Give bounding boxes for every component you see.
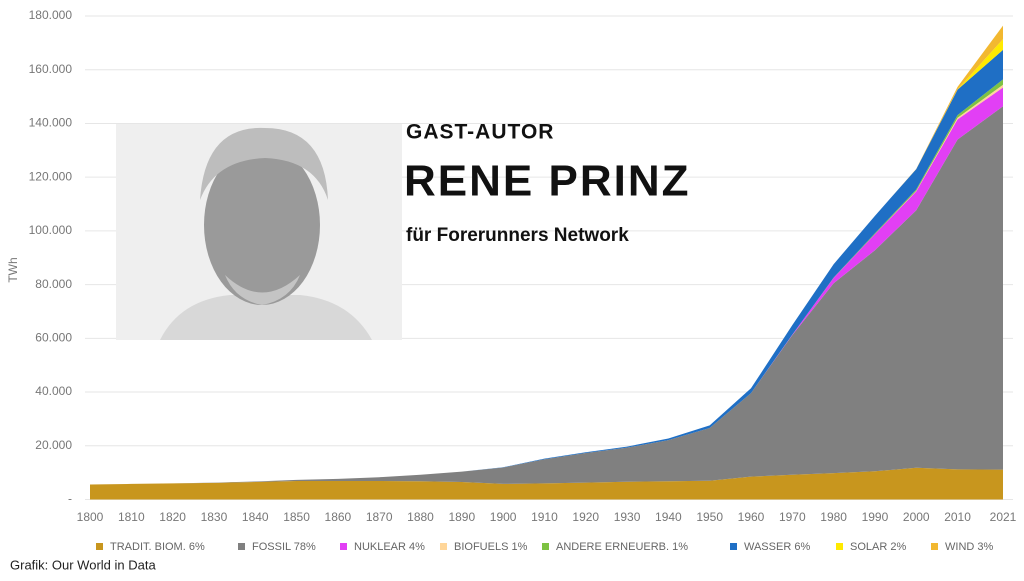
legend-swatch — [96, 543, 103, 550]
y-tick-label: 40.000 — [35, 384, 72, 398]
x-tick-label: 1970 — [779, 510, 806, 524]
area — [90, 106, 1003, 485]
area — [90, 467, 1003, 500]
y-tick-label: 80.000 — [35, 277, 72, 291]
photo-hair — [200, 127, 328, 200]
photo-beard — [225, 275, 300, 305]
legend-swatch — [340, 543, 347, 550]
y-tick-label: 20.000 — [35, 438, 72, 452]
legend-label: BIOFUELS 1% — [454, 541, 528, 553]
y-tick-label: 160.000 — [29, 62, 73, 76]
subtitle: für Forerunners Network — [406, 225, 629, 246]
author-name: RENE PRINZ — [404, 157, 690, 206]
x-tick-label: 1950 — [696, 510, 723, 524]
legend-swatch — [542, 543, 549, 550]
y-tick-label: - — [68, 492, 72, 506]
x-tick-label: 1990 — [862, 510, 889, 524]
x-tick-label: 1900 — [490, 510, 517, 524]
y-tick-label: 120.000 — [29, 169, 73, 183]
legend-label: ANDERE ERNEUERB. 1% — [556, 541, 688, 553]
x-tick-label: 1800 — [77, 510, 104, 524]
legend-label: SOLAR 2% — [850, 541, 906, 553]
x-tick-label: 1930 — [614, 510, 641, 524]
legend-label: TRADIT. BIOM. 6% — [110, 541, 205, 553]
legend-swatch — [440, 543, 447, 550]
author-photo — [116, 124, 402, 340]
x-tick-label: 1980 — [820, 510, 847, 524]
legend-swatch — [730, 543, 737, 550]
legend-label: FOSSIL 78% — [252, 541, 316, 553]
credit: Grafik: Our World in Data — [10, 557, 156, 572]
x-tick-label: 1960 — [738, 510, 765, 524]
x-tick-label: 1870 — [366, 510, 393, 524]
x-tick-label: 1940 — [655, 510, 682, 524]
kicker: GAST-AUTOR — [406, 121, 554, 144]
y-tick-label: 100.000 — [29, 223, 73, 237]
x-tick-label: 1860 — [325, 510, 352, 524]
legend: TRADIT. BIOM. 6% FOSSIL 78% NUKLEAR 4% BIOF… — [96, 541, 994, 553]
photo-shoulders — [160, 295, 372, 340]
legend-label: WIND 3% — [945, 541, 994, 553]
x-tick-label: 1820 — [159, 510, 186, 524]
x-tick-label: 1850 — [283, 510, 310, 524]
x-tick-label: 1880 — [407, 510, 434, 524]
x-tick-label: 1830 — [201, 510, 228, 524]
legend-label: NUKLEAR 4% — [354, 541, 425, 553]
y-axis-label: TWh — [6, 257, 20, 282]
y-tick-label: 180.000 — [29, 8, 73, 22]
x-tick-label: 1920 — [572, 510, 599, 524]
x-tick-label: 1810 — [118, 510, 145, 524]
legend-swatch — [238, 543, 245, 550]
x-tick-label: 1840 — [242, 510, 269, 524]
x-tick-label: 1910 — [531, 510, 558, 524]
plot-area: - 20.000 40.000 60.000 80.000 100.000 120.000 1… — [29, 8, 1017, 524]
legend-swatch — [931, 543, 938, 550]
legend-label: WASSER 6% — [744, 541, 810, 553]
x-tick-label: 1890 — [448, 510, 475, 524]
legend-swatch — [836, 543, 843, 550]
x-tick-label: 2021 — [990, 510, 1017, 524]
y-tick-label: 140.000 — [29, 116, 73, 130]
x-tick-label: 2010 — [944, 510, 971, 524]
x-tick-label: 2000 — [903, 510, 930, 524]
photo-face — [204, 145, 320, 305]
y-tick-label: 60.000 — [35, 331, 72, 345]
